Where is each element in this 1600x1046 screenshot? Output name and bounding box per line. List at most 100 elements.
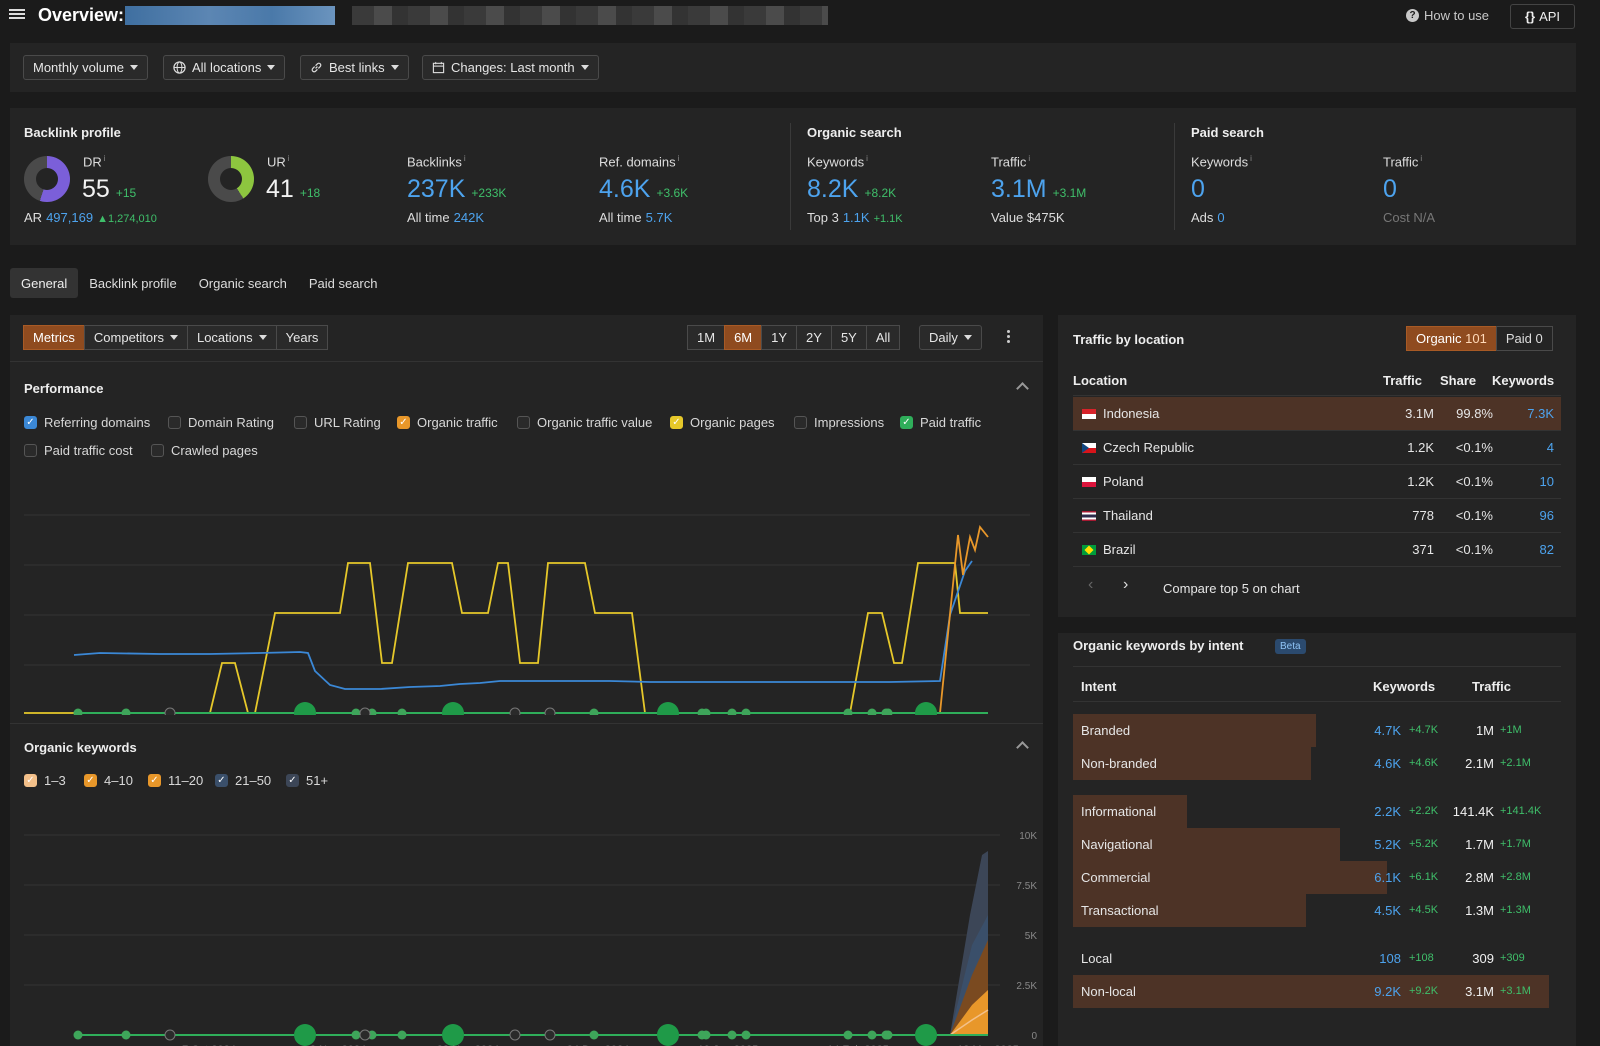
event-marker[interactable] <box>589 1030 599 1040</box>
next-page-icon[interactable]: › <box>1123 576 1129 593</box>
event-marker[interactable] <box>589 708 599 716</box>
range-6m[interactable]: 6M <box>724 325 763 350</box>
years-button[interactable]: Years <box>275 325 329 350</box>
organic-traffic-value[interactable]: 3.1M +3.1M <box>991 175 1087 203</box>
refdomains-label[interactable]: Ref. domains i <box>599 154 680 170</box>
event-marker-large[interactable] <box>657 702 679 715</box>
tab-organic-search[interactable]: Organic search <box>198 275 287 291</box>
checkbox-url-rating[interactable]: URL Rating <box>294 415 381 430</box>
monthly-volume-dropdown[interactable]: Monthly volume <box>23 55 149 80</box>
checkbox-paid-traffic-cost[interactable]: Paid traffic cost <box>24 443 133 458</box>
compare-top5-link[interactable]: Compare top 5 on chart <box>1163 581 1300 596</box>
intent-keywords[interactable]: 4.5K <box>1374 903 1401 918</box>
col-intent[interactable]: Intent <box>1081 679 1117 694</box>
competitors-dropdown[interactable]: Competitors <box>83 325 188 350</box>
event-marker[interactable] <box>881 708 891 716</box>
intent-keywords[interactable]: 108 <box>1379 951 1401 966</box>
col-intent-keywords[interactable]: Keywords <box>1373 679 1436 694</box>
metrics-button[interactable]: Metrics <box>23 325 85 350</box>
annotation-marker[interactable] <box>164 1029 176 1041</box>
event-marker-large[interactable] <box>294 702 316 715</box>
intent-keywords[interactable]: 2.2K <box>1374 804 1401 819</box>
range-2y[interactable]: 2Y <box>796 325 832 350</box>
event-marker[interactable] <box>741 708 751 716</box>
range-5y[interactable]: 5Y <box>830 325 867 350</box>
prev-page-icon[interactable]: ‹ <box>1088 576 1094 593</box>
range-1y[interactable]: 1Y <box>761 325 798 350</box>
location-row[interactable]: Poland 1.2K <0.1% 10 <box>1073 465 1561 499</box>
location-row[interactable]: Brazil 371 <0.1% 82 <box>1073 533 1561 567</box>
event-marker[interactable] <box>727 1030 737 1040</box>
event-marker[interactable] <box>351 1030 361 1040</box>
annotation-marker[interactable] <box>509 707 521 715</box>
checkbox-pos-4-10[interactable]: ✓ 4–10 <box>84 773 133 788</box>
event-marker[interactable] <box>741 1030 751 1040</box>
range-all[interactable]: All <box>865 325 901 350</box>
tab-paid-search[interactable]: Paid search <box>308 275 378 291</box>
event-marker[interactable] <box>121 708 131 716</box>
checkbox-pos-21-50[interactable]: ✓ 21–50 <box>215 773 271 788</box>
how-to-use-link[interactable]: ? How to use <box>1406 8 1489 23</box>
locations-dropdown[interactable]: All locations <box>163 55 286 80</box>
annotation-marker[interactable] <box>544 707 556 715</box>
checkbox-impressions[interactable]: Impressions <box>794 415 884 430</box>
intent-row[interactable]: Informational 2.2K +2.2K 141.4K +141.4K <box>1073 795 1561 828</box>
paid-toggle[interactable]: Paid 0 <box>1495 326 1553 351</box>
paid-traffic-value[interactable]: 0 <box>1383 175 1397 203</box>
event-marker[interactable] <box>397 708 407 716</box>
best-links-dropdown[interactable]: Best links <box>300 55 409 80</box>
intent-keywords[interactable]: 4.6K <box>1374 756 1401 771</box>
event-marker-large[interactable] <box>442 1024 464 1046</box>
paid-keywords-value[interactable]: 0 <box>1191 175 1205 203</box>
event-marker[interactable] <box>397 1030 407 1040</box>
intent-keywords[interactable]: 5.2K <box>1374 837 1401 852</box>
organic-keywords-value[interactable]: 8.2K +8.2K <box>807 175 897 203</box>
dr-label[interactable]: DR i <box>83 154 106 170</box>
col-keywords[interactable]: Keywords <box>1492 373 1555 388</box>
ur-label[interactable]: UR i <box>267 154 290 170</box>
checkbox-referring-domains[interactable]: ✓ Referring domains <box>24 415 150 430</box>
paid-keywords-label[interactable]: Keywords i <box>1191 154 1252 170</box>
event-marker-large[interactable] <box>915 1024 937 1046</box>
col-share[interactable]: Share <box>1440 373 1477 388</box>
intent-row[interactable]: Non-local 9.2K +9.2K 3.1M +3.1M <box>1073 975 1561 1008</box>
intent-row[interactable]: Commercial 6.1K +6.1K 2.8M +2.8M <box>1073 861 1561 894</box>
intent-row[interactable]: Branded 4.7K +4.7K 1M +1M <box>1073 714 1561 747</box>
checkbox-crawled-pages[interactable]: Crawled pages <box>151 443 258 458</box>
annotation-marker[interactable] <box>164 707 176 715</box>
tab-backlink-profile[interactable]: Backlink profile <box>89 275 177 291</box>
location-row[interactable]: Czech Republic 1.2K <0.1% 4 <box>1073 431 1561 465</box>
col-location[interactable]: Location <box>1073 373 1128 388</box>
more-options-icon[interactable] <box>1007 330 1011 345</box>
intent-row[interactable]: Transactional 4.5K +4.5K 1.3M +1.3M <box>1073 894 1561 927</box>
organic-traffic-label[interactable]: Traffic i <box>991 154 1031 170</box>
annotation-marker[interactable] <box>359 1029 371 1041</box>
checkbox-domain-rating[interactable]: Domain Rating <box>168 415 274 430</box>
event-marker[interactable] <box>867 1030 877 1040</box>
checkbox-organic-pages[interactable]: ✓ Organic pages <box>670 415 775 430</box>
organic-toggle[interactable]: Organic 101 <box>1406 326 1497 351</box>
annotation-marker[interactable] <box>544 1029 556 1041</box>
event-marker-large[interactable] <box>657 1024 679 1046</box>
event-marker[interactable] <box>73 1030 83 1040</box>
performance-chart[interactable]: 7 Oct 20242 Nov 202428 Nov 202424 Dec 20… <box>10 475 1043 715</box>
refdomains-value[interactable]: 4.6K +3.6K <box>599 175 689 203</box>
range-1m[interactable]: 1M <box>687 325 726 350</box>
event-marker[interactable] <box>867 708 877 716</box>
organic-keywords-label[interactable]: Keywords i <box>807 154 868 170</box>
checkbox-pos-11-20[interactable]: ✓ 11–20 <box>148 773 203 788</box>
checkbox-organic-traffic-value[interactable]: Organic traffic value <box>517 415 652 430</box>
event-marker[interactable] <box>697 1030 707 1040</box>
event-marker[interactable] <box>843 708 853 716</box>
checkbox-organic-traffic[interactable]: ✓ Organic traffic <box>397 415 498 430</box>
col-intent-traffic[interactable]: Traffic <box>1472 679 1512 694</box>
event-marker[interactable] <box>351 708 361 716</box>
event-marker[interactable] <box>697 708 707 716</box>
col-traffic[interactable]: Traffic <box>1383 373 1423 388</box>
event-marker-large[interactable] <box>915 702 937 715</box>
annotation-marker[interactable] <box>359 707 371 715</box>
checkbox-paid-traffic[interactable]: ✓ Paid traffic <box>900 415 981 430</box>
checkbox-pos-1-3[interactable]: ✓ 1–3 <box>24 773 66 788</box>
intent-row[interactable]: Local 108 +108 309 +309 <box>1073 942 1561 975</box>
location-row[interactable]: Indonesia 3.1M 99.8% 7.3K <box>1073 397 1561 431</box>
